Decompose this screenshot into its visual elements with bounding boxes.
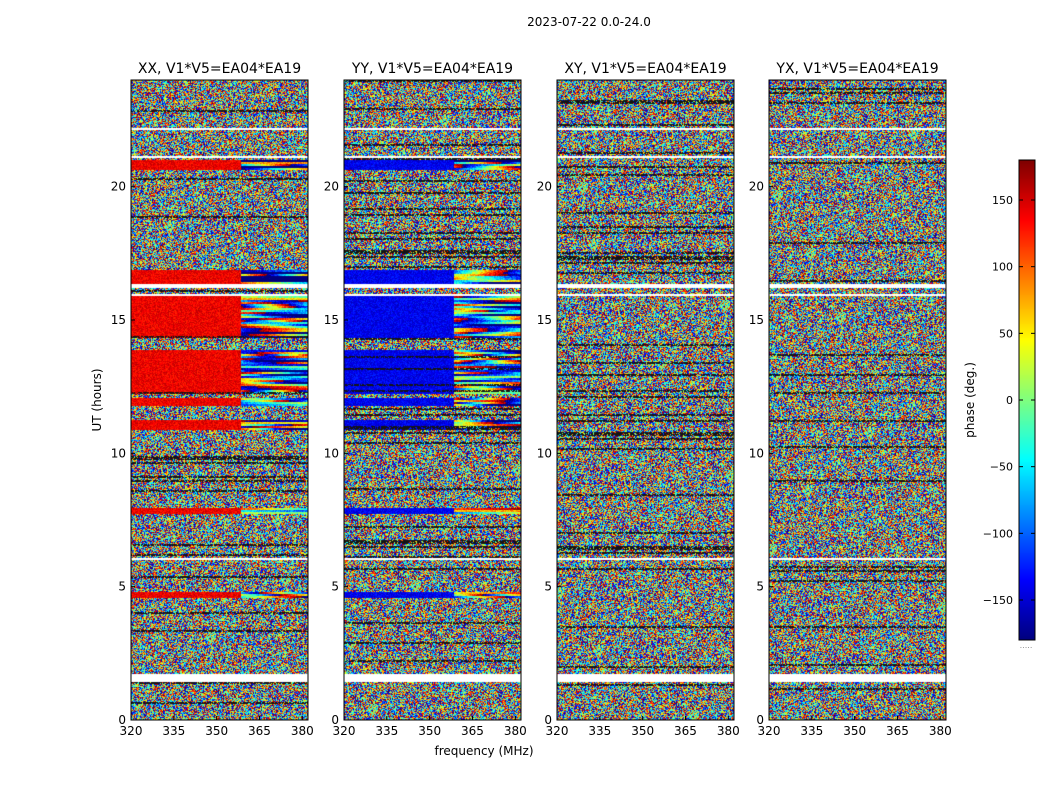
x-tick-label: 380 [291, 724, 314, 738]
colorbar-label: phase (deg.) [963, 362, 977, 438]
x-tick-label: 350 [631, 724, 654, 738]
y-tick-label: 5 [756, 580, 764, 594]
y-tick-label: 0 [756, 713, 764, 727]
heatmap-image [131, 80, 308, 720]
y-tick-label: 20 [324, 180, 339, 194]
colorbar-tick-label: 0 [1006, 394, 1013, 407]
x-tick-label: 320 [758, 724, 781, 738]
panel-title: YX, V1*V5=EA04*EA19 [775, 61, 938, 77]
x-tick-label: 380 [504, 724, 527, 738]
y-tick-label: 5 [118, 580, 126, 594]
x-tick-label: 335 [588, 724, 611, 738]
panel-frame [556, 79, 735, 721]
heatmap-image [557, 80, 734, 720]
y-tick-label: 0 [544, 713, 552, 727]
colorbar-footnote: ..... [1020, 641, 1033, 650]
y-tick-label: 5 [544, 580, 552, 594]
colorbar-tick-label: −50 [990, 461, 1013, 474]
x-tick-label: 380 [929, 724, 952, 738]
y-tick-label: 10 [111, 446, 126, 460]
panel-frame [768, 79, 947, 721]
x-tick-label: 350 [205, 724, 228, 738]
y-tick-label: 15 [111, 313, 126, 327]
panel-title: XY, V1*V5=EA04*EA19 [564, 61, 726, 77]
y-tick-label: 10 [537, 446, 552, 460]
colorbar-tick-label: 100 [992, 261, 1013, 274]
colorbar-tick-label: 50 [999, 327, 1013, 340]
colorbar-tick-label: −100 [983, 527, 1013, 540]
panel-0: XX, V1*V5=EA04*EA19 320 335 350 365 380 0 5 10 15… [111, 61, 314, 738]
y-tick-label: 0 [331, 713, 339, 727]
y-tick-label: 15 [749, 313, 764, 327]
colorbar-tick-label: −150 [983, 594, 1013, 607]
y-tick-label: 5 [331, 580, 339, 594]
x-axis-label: frequency (MHz) [434, 744, 533, 758]
panel-frame [130, 79, 309, 721]
y-tick-label: 20 [111, 180, 126, 194]
panel-title: YY, V1*V5=EA04*EA19 [351, 61, 513, 77]
heatmap-image [769, 80, 946, 720]
x-tick-label: 335 [375, 724, 398, 738]
panel-3: YX, V1*V5=EA04*EA19 320 335 350 365 380 0 5 10 15… [749, 61, 952, 738]
x-tick-label: 320 [333, 724, 356, 738]
x-tick-label: 365 [248, 724, 271, 738]
heatmap-image [344, 80, 521, 720]
y-tick-label: 10 [324, 446, 339, 460]
x-tick-label: 380 [717, 724, 740, 738]
panels-group: XX, V1*V5=EA04*EA19 320 335 350 365 380 0 5 10 15… [111, 61, 952, 738]
x-tick-label: 365 [886, 724, 909, 738]
y-tick-label: 20 [749, 180, 764, 194]
y-tick-label: 15 [537, 313, 552, 327]
x-tick-label: 335 [162, 724, 185, 738]
panel-2: XY, V1*V5=EA04*EA19 320 335 350 365 380 0 5 10 15… [537, 61, 740, 738]
x-tick-label: 320 [546, 724, 569, 738]
y-tick-label: 20 [537, 180, 552, 194]
x-tick-label: 335 [800, 724, 823, 738]
x-tick-label: 320 [120, 724, 143, 738]
panel-frame [343, 79, 522, 721]
y-tick-label: 15 [324, 313, 339, 327]
panel-title: XX, V1*V5=EA04*EA19 [138, 61, 301, 77]
figure-suptitle: 2023-07-22 0.0-24.0 [527, 15, 651, 29]
panel-1: YY, V1*V5=EA04*EA19 320 335 350 365 380 0 5 10 15… [324, 61, 527, 738]
x-tick-label: 350 [843, 724, 866, 738]
colorbar-gradient [1019, 160, 1035, 640]
x-tick-label: 350 [418, 724, 441, 738]
x-tick-label: 365 [674, 724, 697, 738]
colorbar-tick-label: 150 [992, 194, 1013, 207]
y-tick-label: 0 [118, 713, 126, 727]
y-axis-label: UT (hours) [90, 368, 104, 431]
y-tick-label: 10 [749, 446, 764, 460]
colorbar: 150 100 50 0 −50 −100 −150 [983, 159, 1036, 641]
x-tick-label: 365 [461, 724, 484, 738]
